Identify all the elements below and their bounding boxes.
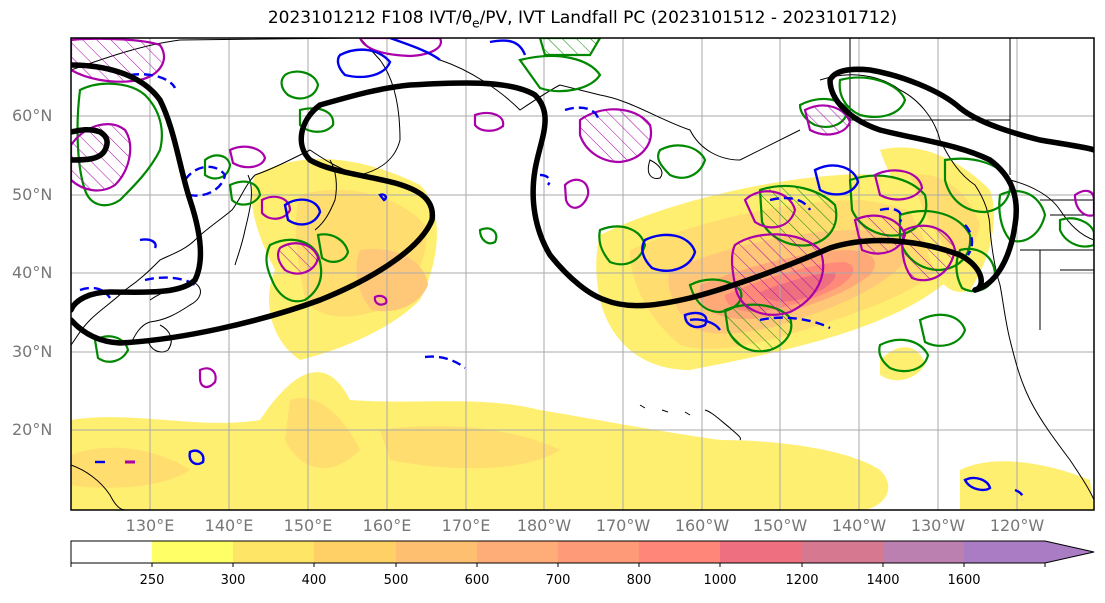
lon-label-130w: 130°W: [910, 516, 966, 535]
lon-label-170e: 170°E: [441, 516, 491, 535]
theta-e-negative-contours: [139, 38, 860, 466]
colorbar-bin-6: [558, 541, 639, 563]
colorbar-tick-1000: 1000: [703, 573, 737, 588]
lat-label-60n: 60°N: [12, 106, 53, 125]
colorbar: [70, 540, 1095, 567]
lon-label-160w: 160°W: [674, 516, 730, 535]
theta-e-small-contours: [95, 318, 992, 492]
colorbar-tick-500: 500: [383, 573, 409, 588]
map-title: 2023101212 F108 IVT/θe/PV, IVT Landfall …: [267, 8, 898, 31]
colorbar-tick-250: 250: [139, 573, 165, 588]
colorbar-tick-1400: 1400: [866, 573, 900, 588]
colorbar-extend-arrow: [1045, 541, 1094, 563]
colorbar-tick-700: 700: [545, 573, 571, 588]
colorbar-bin-1: [152, 541, 233, 563]
colorbar-bin-8: [720, 541, 802, 563]
lon-label-160e: 160°E: [362, 516, 412, 535]
lon-label-140w: 140°W: [831, 516, 887, 535]
colorbar-tick-600: 600: [464, 573, 490, 588]
coastlines: [71, 38, 1094, 510]
theta-e-dashed-contours: [79, 73, 1025, 501]
lon-label-130e: 130°E: [125, 516, 175, 535]
colorbar-bin-10: [883, 541, 964, 563]
lon-label-150w: 150°W: [752, 516, 808, 535]
lon-label-150e: 150°E: [283, 516, 333, 535]
colorbar-tick-300: 300: [220, 573, 246, 588]
colorbar-bin-2: [233, 541, 314, 563]
lon-label-180w: 180°W: [516, 516, 572, 535]
lon-label-140e: 140°E: [204, 516, 254, 535]
colorbar-tick-800: 800: [626, 573, 652, 588]
colorbar-bin-9: [802, 541, 883, 563]
colorbar-bin-11: [964, 541, 1045, 563]
colorbar-tick-1600: 1600: [947, 573, 981, 588]
green-hatch: [540, 38, 837, 352]
lon-label-170w: 170°W: [595, 516, 651, 535]
colorbar-tick-1200: 1200: [785, 573, 819, 588]
lat-label-40n: 40°N: [12, 263, 53, 282]
colorbar-tick-400: 400: [301, 573, 327, 588]
colorbar-bin-0: [71, 541, 152, 563]
lat-label-20n: 20°N: [12, 420, 53, 439]
green-contours: [76, 38, 1094, 373]
pv-contour: [71, 62, 1094, 346]
lat-label-30n: 30°N: [12, 342, 53, 361]
colorbar-bin-3: [314, 541, 396, 563]
map-frame: [70, 37, 1095, 511]
colorbar-bin-5: [477, 541, 558, 563]
colorbar-bin-4: [396, 541, 477, 563]
lon-label-120w: 120°W: [989, 516, 1045, 535]
colorbar-bin-7: [639, 541, 720, 563]
lat-label-50n: 50°N: [12, 185, 53, 204]
